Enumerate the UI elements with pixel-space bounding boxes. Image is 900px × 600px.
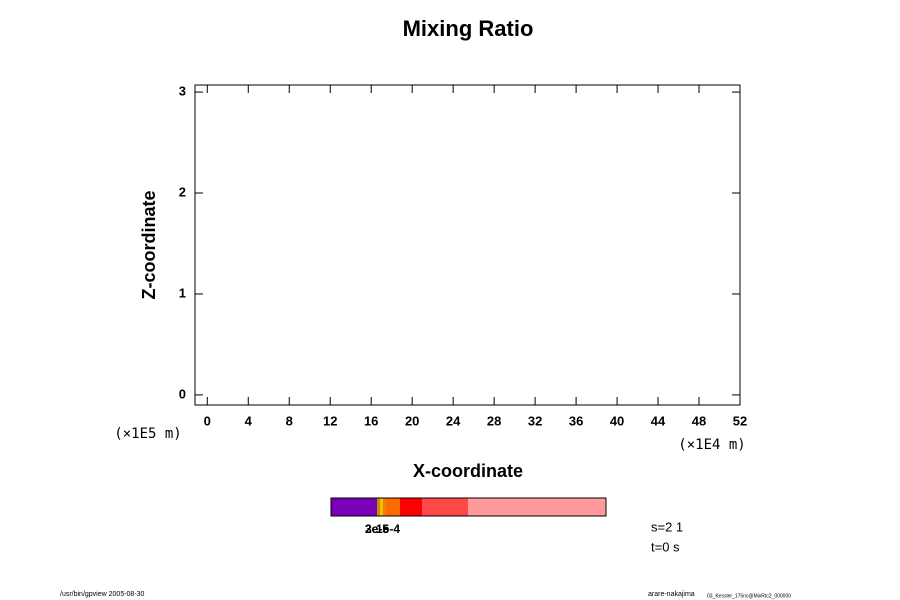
x-tick-label: 48	[692, 413, 706, 428]
annotation: t=0 s	[651, 539, 680, 554]
x-tick-label: 16	[364, 413, 378, 428]
x-tick-label: 52	[733, 413, 747, 428]
annotation: s=2 1	[651, 519, 683, 534]
x-unit: (×1E4 m)	[678, 437, 745, 453]
x-tick-label: 4	[245, 413, 253, 428]
y-axis-label: Z-coordinate	[139, 190, 159, 299]
x-tick-label: 0	[204, 413, 211, 428]
y-tick-label: 3	[179, 84, 186, 99]
plot-frame	[194, 84, 741, 406]
colorbar-segment	[400, 498, 422, 516]
colorbar-segment	[422, 498, 468, 516]
x-tick-label: 36	[569, 413, 583, 428]
colorbar-segment	[386, 498, 400, 516]
colorbar-segment	[377, 498, 380, 516]
colorbar-label: 3e-5	[365, 522, 389, 536]
x-tick-label: 28	[487, 413, 501, 428]
y-unit: (×1E5 m)	[114, 426, 181, 442]
footer: /usr/bin/gpview 2005-08-30	[60, 591, 145, 598]
colorbar-label: 1e-4	[376, 522, 400, 536]
x-tick-label: 24	[446, 413, 461, 428]
x-tick-label: 40	[610, 413, 624, 428]
colorbar-segment	[468, 498, 606, 516]
colorbar-frame	[330, 497, 607, 517]
x-axis-label: X-coordinate	[413, 461, 523, 481]
x-tick-label: 8	[286, 413, 293, 428]
y-tick-label: 1	[179, 285, 186, 300]
colorbar-segment	[331, 498, 377, 516]
colorbar-segment	[383, 498, 386, 516]
colorbar-segment	[380, 498, 383, 516]
y-tick-label: 2	[179, 184, 186, 199]
x-tick-label: 20	[405, 413, 419, 428]
footer: 03_Kessler_175nc@MixRtc2_000000	[707, 593, 791, 599]
x-tick-label: 12	[323, 413, 337, 428]
colorbar-label: 2e-5	[365, 522, 389, 536]
y-tick-label: 0	[179, 386, 186, 401]
x-tick-label: 44	[651, 413, 666, 428]
footer: arare-nakajima	[648, 591, 695, 598]
chart-title: Mixing Ratio	[403, 16, 534, 41]
x-tick-label: 32	[528, 413, 542, 428]
